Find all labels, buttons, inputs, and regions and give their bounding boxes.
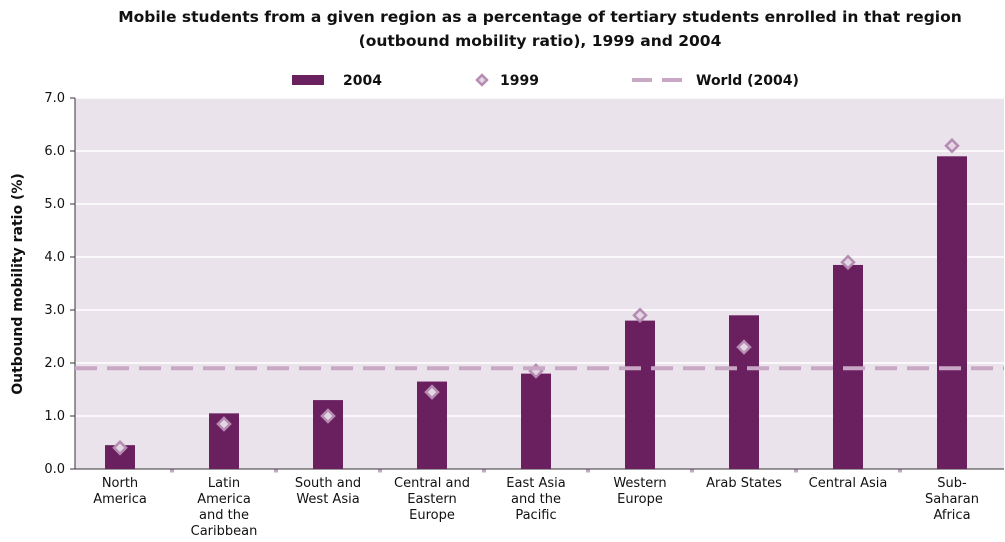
x-tick-label-line: Caribbean bbox=[191, 524, 258, 539]
x-tick-label-line: and the bbox=[511, 492, 561, 507]
x-tick-label: North America bbox=[93, 476, 147, 507]
legend-swatch bbox=[475, 73, 489, 87]
x-tick-label-line: and the bbox=[199, 508, 249, 523]
diamond-marker bbox=[840, 254, 856, 271]
x-tick-label-line: East Asia bbox=[506, 476, 565, 491]
y-tick-label: 1.0 bbox=[44, 409, 65, 424]
bar bbox=[521, 373, 551, 469]
chart-title: Mobile students from a given region as a… bbox=[118, 8, 962, 26]
diamond-marker bbox=[424, 384, 440, 400]
x-tick-label-line: Europe bbox=[617, 492, 663, 507]
x-tick-label-line: Western bbox=[613, 476, 666, 491]
y-tick-label: 5.0 bbox=[44, 197, 65, 212]
x-tick-label: Central and Eastern Europe bbox=[394, 476, 470, 523]
bar bbox=[105, 445, 135, 469]
x-tick-label-line: Sub- bbox=[937, 476, 967, 491]
x-tick-label: South and West Asia bbox=[295, 476, 361, 507]
y-tick-label: 3.0 bbox=[44, 303, 65, 318]
x-tick-label-line: West Asia bbox=[296, 492, 359, 507]
y-tick-label: 6.0 bbox=[44, 144, 65, 159]
x-tick-label: Sub-Saharan Africa bbox=[925, 476, 979, 523]
x-tick-label: Latin America and the Caribbean bbox=[191, 476, 258, 539]
x-tick-label-line: America bbox=[197, 492, 251, 507]
x-tick-label-line: Pacific bbox=[515, 508, 556, 523]
diamond-marker bbox=[216, 416, 232, 432]
x-tick-label-line: Central and bbox=[394, 476, 470, 491]
bar bbox=[729, 315, 759, 469]
y-tick-label: 0.0 bbox=[44, 462, 65, 477]
bar bbox=[625, 320, 655, 469]
legend-swatch bbox=[292, 75, 324, 85]
legend-label: 2004 bbox=[343, 73, 382, 89]
x-tick-label-line: South and bbox=[295, 476, 361, 491]
diamond-marker bbox=[944, 137, 960, 154]
x-tick-label: East Asia and the Pacific bbox=[506, 476, 565, 523]
chart-title: (outbound mobility ratio), 1999 and 2004 bbox=[359, 32, 722, 50]
x-tick-label-line: Saharan bbox=[925, 492, 979, 507]
x-tick-label-line: Europe bbox=[409, 508, 455, 523]
x-tick-label-line: Eastern bbox=[407, 492, 456, 507]
legend-label: 1999 bbox=[500, 73, 539, 89]
x-tick-label-line: Latin bbox=[208, 476, 240, 491]
y-tick-label: 2.0 bbox=[44, 356, 65, 371]
y-tick-label: 7.0 bbox=[44, 91, 65, 106]
diamond-marker bbox=[112, 440, 128, 456]
x-tick-label-line: Arab States bbox=[706, 476, 782, 491]
bar bbox=[937, 156, 967, 470]
x-tick-label-line: Central Asia bbox=[809, 476, 888, 491]
diamond-marker bbox=[320, 408, 336, 424]
x-tick-label: Western Europe bbox=[613, 476, 666, 507]
legend-label: World (2004) bbox=[696, 73, 799, 89]
y-axis-label: Outbound mobility ratio (%) bbox=[10, 173, 26, 395]
x-tick-label-line: Africa bbox=[933, 508, 970, 523]
x-tick-label: Arab States bbox=[706, 476, 782, 491]
diamond-marker bbox=[632, 307, 648, 324]
x-tick-label-line: North bbox=[102, 476, 138, 491]
x-tick-label: Central Asia bbox=[809, 476, 888, 491]
y-tick-label: 4.0 bbox=[44, 250, 65, 265]
diamond-marker bbox=[736, 339, 752, 355]
x-tick-label-line: America bbox=[93, 492, 147, 507]
